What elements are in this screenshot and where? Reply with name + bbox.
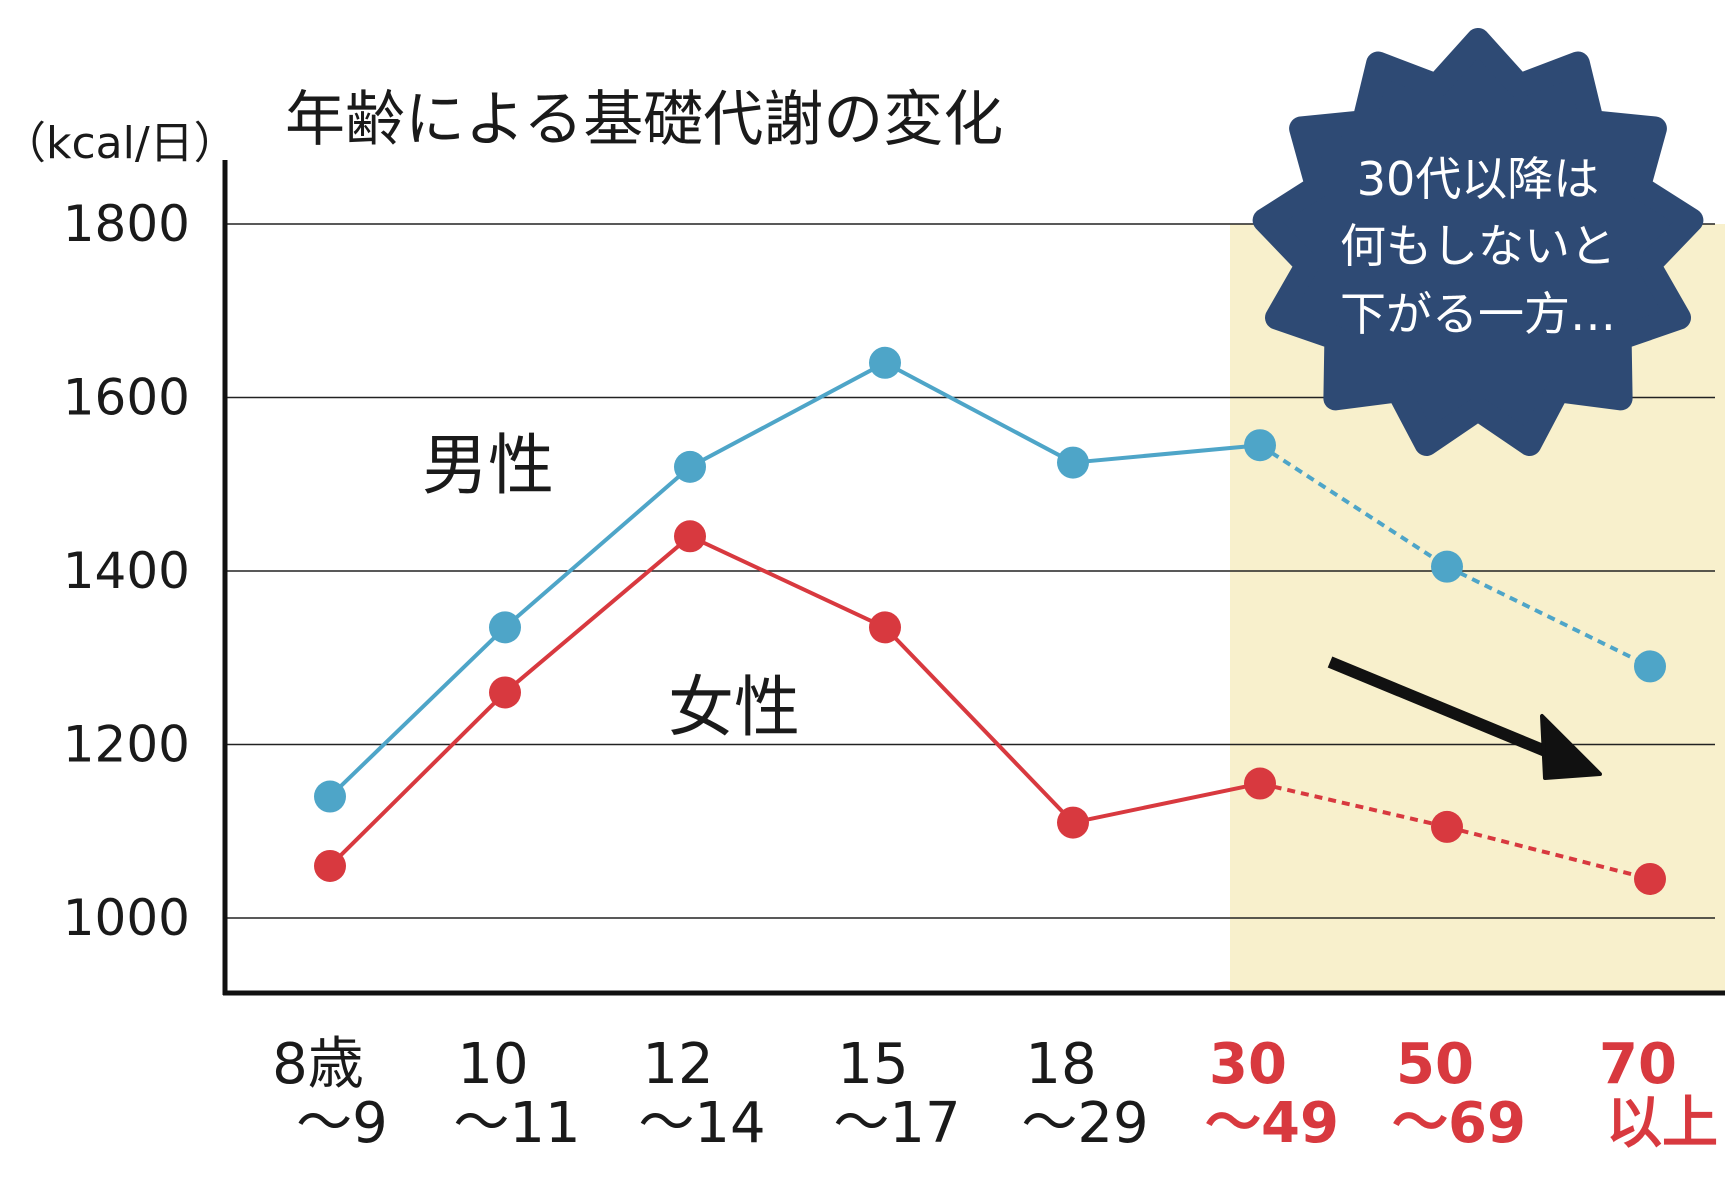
series-points	[314, 346, 1666, 895]
x-category-0-line2: ～9	[296, 1091, 388, 1156]
x-category-2-line1: 12	[642, 1032, 713, 1097]
series-female-segment-6	[1446, 824, 1651, 881]
series-female-point-2	[674, 520, 706, 553]
x-category-7-line1: 70	[1599, 1032, 1677, 1097]
series-female-point-7	[1634, 862, 1666, 895]
series-female-segment-0	[328, 691, 507, 868]
chart-title: 年齢による基礎代謝の変化	[285, 85, 1003, 155]
series-label-male: 男性	[422, 427, 554, 504]
downward-trend-arrow-icon	[1327, 656, 1602, 780]
x-category-0-line1: 8歳	[272, 1032, 364, 1097]
series-female-point-4	[1057, 806, 1089, 839]
annotation-line-2: 何もしないと	[1340, 219, 1616, 273]
y-tick-1000: 1000	[63, 889, 190, 947]
x-category-7-line2: 以上	[1606, 1091, 1718, 1156]
series-male-point-4	[1057, 446, 1089, 479]
series-female-segment-3	[883, 626, 1075, 824]
series-male-segment-6	[1446, 564, 1651, 669]
series-female-segment-5	[1259, 781, 1448, 829]
series-lines	[328, 361, 1651, 881]
series-male-point-1	[489, 611, 521, 644]
x-category-2-line2: ～14	[638, 1091, 765, 1156]
x-category-3-line1: 15	[837, 1032, 908, 1097]
x-category-4-line1: 18	[1025, 1032, 1096, 1097]
annotation-burst: 30代以降は 何もしないと 下がる一方…	[1252, 28, 1704, 456]
x-category-6-line2: ～69	[1392, 1091, 1526, 1156]
series-female-point-5	[1244, 767, 1276, 800]
x-category-1-line1: 10	[457, 1032, 528, 1097]
series-female-point-0	[314, 849, 346, 882]
x-category-5-line2: ～49	[1205, 1091, 1339, 1156]
series-male-segment-5	[1258, 443, 1449, 569]
series-female-segment-4	[1072, 781, 1261, 825]
series-male-point-6	[1431, 550, 1463, 583]
x-category-3-line2: ～17	[833, 1091, 960, 1156]
x-category-5-line1: 30	[1209, 1032, 1287, 1097]
x-category-4-line2: ～29	[1021, 1091, 1148, 1156]
series-male-segment-3	[884, 361, 1074, 465]
annotation-line-3: 下がる一方…	[1340, 287, 1616, 341]
series-male-point-7	[1634, 650, 1666, 683]
series-male-point-0	[314, 780, 346, 813]
series-female-point-6	[1431, 810, 1463, 843]
y-tick-1400: 1400	[63, 542, 190, 600]
series-label-female: 女性	[668, 669, 800, 746]
series-male-segment-4	[1072, 443, 1261, 465]
series-male-segment-0	[328, 625, 507, 798]
x-category-6-line1: 50	[1396, 1032, 1474, 1097]
series-female-segment-1	[503, 534, 692, 694]
series-female-point-3	[869, 611, 901, 644]
y-tick-1200: 1200	[63, 716, 190, 774]
series-female-segment-2	[689, 534, 886, 630]
series-male-point-3	[869, 346, 901, 379]
x-category-1-line2: ～11	[453, 1091, 580, 1156]
axes	[222, 160, 1725, 996]
y-tick-1800: 1800	[63, 195, 190, 253]
series-male-segment-2	[689, 361, 886, 469]
series-female-point-1	[489, 676, 521, 709]
series-male-point-2	[674, 450, 706, 483]
annotation-line-1: 30代以降は	[1357, 152, 1600, 206]
starburst-shape	[1252, 28, 1704, 456]
y-tick-labels: 1800 1600 1400 1200 1000	[63, 195, 190, 947]
series-male-point-5	[1244, 429, 1276, 462]
series-male-segment-1	[503, 465, 692, 629]
y-unit-label: （kcal/日）	[2, 118, 238, 169]
y-tick-1600: 1600	[63, 369, 190, 427]
